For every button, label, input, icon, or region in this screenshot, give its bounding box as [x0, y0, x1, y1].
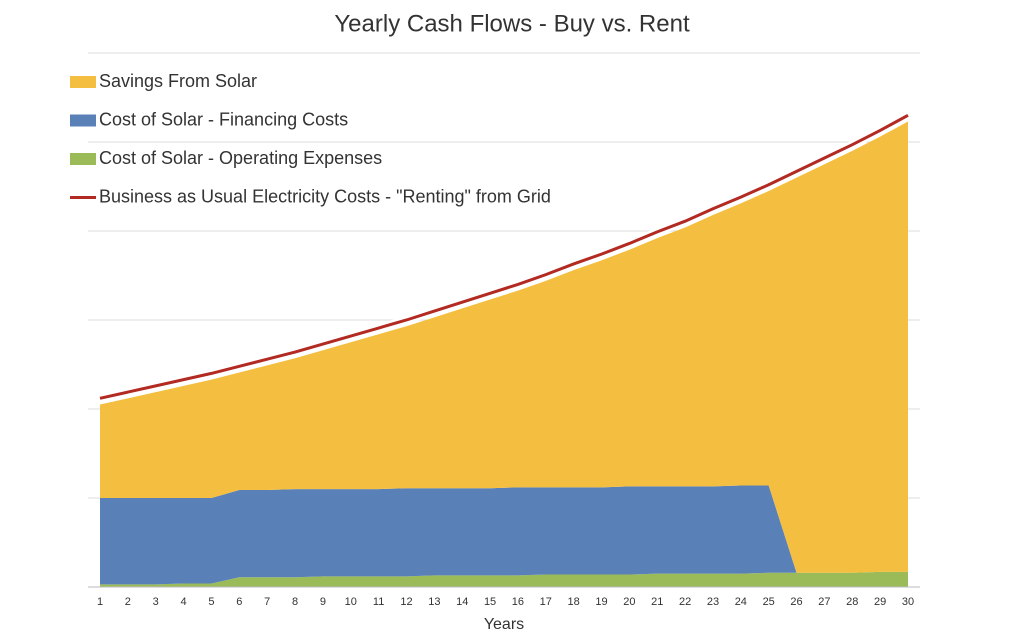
- areas: [99, 111, 910, 587]
- axis: 1 2 3 4 5 6 7 8 9 10 11 12 13 14 15 16 17 18 19 20 21 22 23 24 2…: [88, 586, 920, 608]
- x-tick-label: 16: [512, 596, 524, 608]
- x-tick-label: 8: [292, 596, 298, 608]
- x-tick-label: 2: [125, 596, 131, 608]
- x-tick-label: 5: [208, 596, 214, 608]
- x-tick-label: 22: [679, 596, 691, 608]
- x-tick-label: 28: [846, 596, 858, 608]
- legend-label: Business as Usual Electricity Costs - "R…: [99, 186, 551, 206]
- x-axis-label: Years: [484, 616, 524, 633]
- x-tick-label: 9: [320, 596, 326, 608]
- line: [99, 113, 909, 400]
- x-tick-label: 27: [818, 596, 830, 608]
- x-tick-label: 10: [345, 596, 357, 608]
- legend-label: Savings From Solar: [99, 71, 257, 91]
- area: [100, 121, 908, 573]
- x-tick-label: 26: [790, 596, 802, 608]
- legend-label: Cost of Solar - Operating Expenses: [99, 148, 382, 168]
- area: [100, 571, 908, 587]
- x-tick-label: 7: [264, 596, 270, 608]
- legend-swatch: [70, 153, 96, 165]
- x-tick-label: 11: [373, 596, 384, 608]
- x-tick-label: 20: [623, 596, 635, 608]
- x-tick-label: 12: [400, 596, 412, 608]
- x-tick-label: 29: [874, 596, 886, 608]
- x-tick-label: 14: [456, 596, 468, 608]
- x-tick-label: 19: [595, 596, 607, 608]
- x-tick-label: 18: [568, 596, 580, 608]
- x-tick-label: 6: [236, 596, 242, 608]
- x-tick-label: 15: [484, 596, 496, 608]
- legend: Savings From Solar Cost of Solar - Financ…: [70, 71, 551, 206]
- x-tick-label: 24: [735, 596, 747, 608]
- chart-title: Yearly Cash Flows - Buy vs. Rent: [334, 10, 690, 37]
- legend-label: Cost of Solar - Financing Costs: [99, 109, 348, 129]
- x-tick-label: 25: [763, 596, 775, 608]
- x-tick-label: 13: [428, 596, 440, 608]
- x-tick-label: 4: [181, 596, 187, 608]
- legend-swatch: [70, 76, 96, 88]
- x-tick-label: 21: [651, 596, 663, 608]
- legend-swatch: [70, 114, 96, 127]
- x-tick-label: 30: [902, 596, 914, 608]
- x-tick-label: 17: [540, 596, 552, 608]
- x-tick-label: 3: [153, 596, 159, 608]
- x-tick-label: 23: [707, 596, 719, 608]
- x-tick-label: 1: [97, 596, 103, 608]
- area: [100, 485, 908, 585]
